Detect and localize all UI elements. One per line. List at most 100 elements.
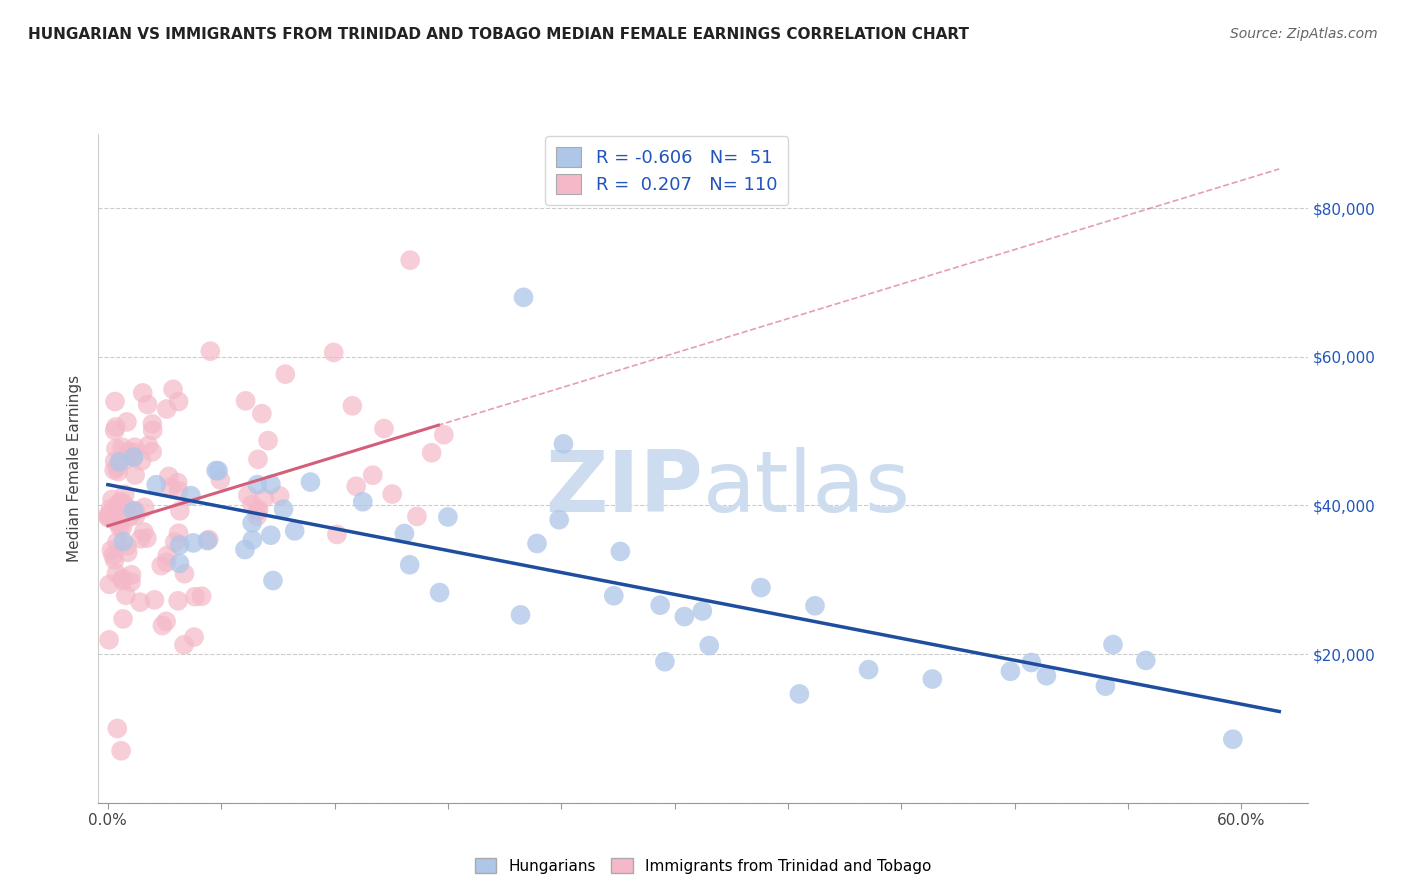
Point bbox=[246, 509, 269, 524]
Y-axis label: Median Female Earnings: Median Female Earnings bbox=[67, 375, 83, 562]
Point bbox=[169, 557, 191, 571]
Point bbox=[101, 492, 124, 507]
Point bbox=[344, 479, 367, 493]
Point bbox=[107, 460, 129, 475]
Legend: R = -0.606   N=  51, R =  0.207   N= 110: R = -0.606 N= 51, R = 0.207 N= 110 bbox=[546, 136, 789, 205]
Point bbox=[247, 502, 270, 516]
Point bbox=[246, 477, 269, 491]
Point bbox=[262, 574, 284, 588]
Point bbox=[512, 290, 534, 304]
Point bbox=[184, 590, 207, 604]
Point bbox=[284, 524, 307, 538]
Point bbox=[352, 495, 374, 509]
Point bbox=[155, 615, 177, 629]
Point bbox=[273, 502, 295, 516]
Point bbox=[650, 598, 672, 612]
Point bbox=[207, 464, 229, 478]
Point bbox=[167, 526, 190, 541]
Point bbox=[169, 538, 191, 552]
Point bbox=[159, 481, 181, 495]
Point bbox=[437, 510, 460, 524]
Point bbox=[97, 508, 120, 522]
Point bbox=[97, 510, 120, 524]
Point bbox=[246, 452, 269, 467]
Point bbox=[166, 475, 188, 490]
Point bbox=[921, 672, 943, 686]
Point bbox=[697, 639, 720, 653]
Point bbox=[205, 464, 228, 478]
Point bbox=[253, 491, 276, 505]
Point bbox=[101, 549, 124, 563]
Point bbox=[105, 566, 128, 581]
Point bbox=[274, 367, 297, 381]
Point bbox=[183, 536, 205, 550]
Point bbox=[250, 407, 273, 421]
Point bbox=[111, 440, 134, 454]
Point bbox=[124, 440, 146, 454]
Point bbox=[114, 487, 136, 501]
Point bbox=[548, 513, 571, 527]
Point bbox=[173, 638, 195, 652]
Point bbox=[381, 487, 404, 501]
Point bbox=[173, 566, 195, 581]
Point bbox=[326, 527, 349, 541]
Point bbox=[122, 450, 145, 464]
Point bbox=[100, 502, 122, 516]
Point bbox=[132, 524, 155, 539]
Point bbox=[98, 632, 121, 647]
Point bbox=[104, 454, 127, 468]
Point bbox=[198, 533, 221, 547]
Point bbox=[122, 504, 145, 518]
Point bbox=[136, 397, 159, 411]
Point bbox=[804, 599, 827, 613]
Point bbox=[104, 424, 127, 438]
Point bbox=[112, 534, 135, 549]
Point bbox=[108, 455, 131, 469]
Point bbox=[104, 442, 127, 456]
Point bbox=[183, 630, 205, 644]
Point bbox=[103, 463, 125, 477]
Text: ZIP: ZIP bbox=[546, 447, 703, 530]
Point bbox=[105, 535, 128, 549]
Point bbox=[111, 574, 134, 588]
Point bbox=[1000, 665, 1022, 679]
Point bbox=[107, 465, 129, 479]
Point bbox=[111, 571, 134, 585]
Point bbox=[135, 531, 157, 545]
Point bbox=[163, 535, 186, 549]
Point bbox=[162, 382, 184, 396]
Point bbox=[242, 533, 264, 547]
Point bbox=[124, 504, 146, 518]
Point bbox=[167, 483, 190, 498]
Point bbox=[509, 607, 531, 622]
Point bbox=[110, 744, 132, 758]
Point bbox=[138, 438, 160, 452]
Point bbox=[141, 445, 163, 459]
Point bbox=[167, 394, 190, 409]
Point bbox=[553, 437, 575, 451]
Text: Source: ZipAtlas.com: Source: ZipAtlas.com bbox=[1230, 27, 1378, 41]
Point bbox=[111, 521, 134, 535]
Point bbox=[104, 394, 127, 409]
Point bbox=[236, 488, 259, 502]
Point bbox=[114, 500, 136, 514]
Point bbox=[361, 468, 384, 483]
Point bbox=[104, 553, 127, 567]
Point bbox=[121, 567, 143, 582]
Point bbox=[120, 574, 142, 589]
Point bbox=[260, 477, 283, 491]
Point bbox=[129, 532, 152, 546]
Point bbox=[673, 609, 696, 624]
Point bbox=[526, 536, 548, 550]
Point bbox=[169, 504, 191, 518]
Point bbox=[118, 510, 141, 524]
Point bbox=[342, 399, 364, 413]
Point bbox=[155, 555, 177, 569]
Point bbox=[240, 498, 263, 512]
Point bbox=[108, 520, 131, 534]
Point bbox=[1135, 653, 1157, 667]
Point bbox=[157, 469, 180, 483]
Point bbox=[373, 421, 395, 435]
Point bbox=[150, 558, 173, 573]
Point bbox=[200, 344, 222, 359]
